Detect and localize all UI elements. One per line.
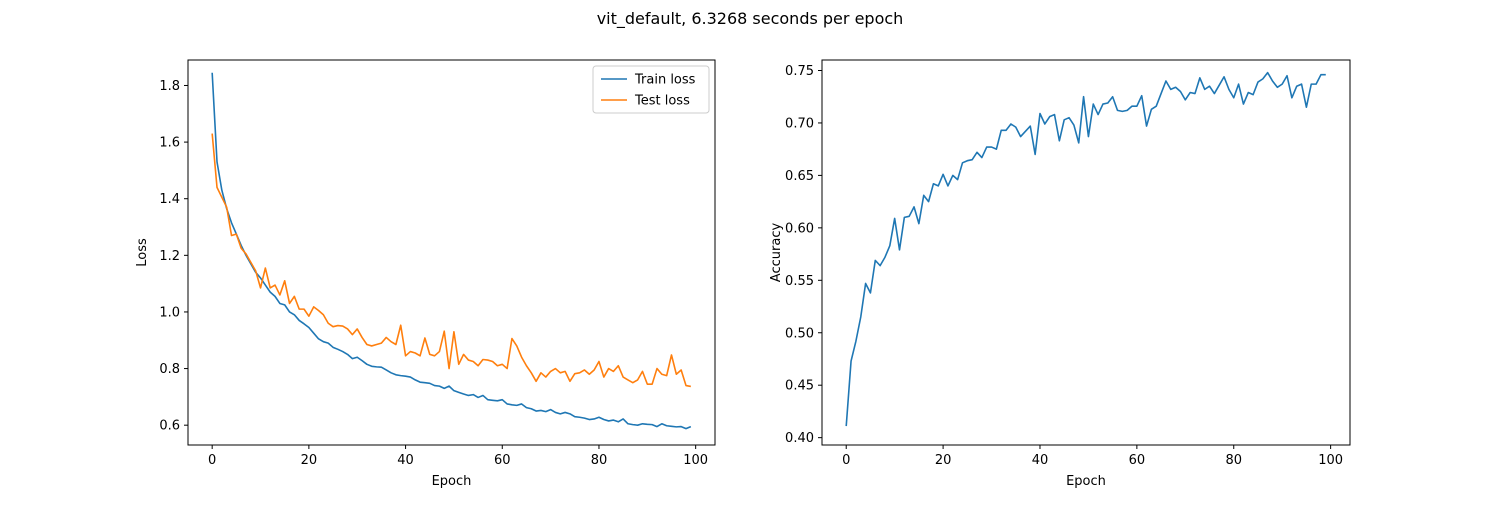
- figure-title: vit_default, 6.3268 seconds per epoch: [597, 9, 904, 29]
- y-tick-label: 0.70: [785, 116, 814, 131]
- y-tick-label: 0.6: [159, 419, 180, 434]
- y-tick-label: 0.8: [159, 362, 180, 377]
- y-tick-label: 0.45: [785, 379, 814, 394]
- plot-frame: [187, 59, 716, 446]
- x-tick-label: 80: [1225, 453, 1242, 468]
- y-tick-label: 0.40: [785, 431, 814, 446]
- x-tick-label: 60: [1129, 453, 1146, 468]
- x-tick-label: 100: [683, 453, 708, 468]
- y-tick-label: 0.75: [785, 64, 814, 79]
- x-tick-label: 0: [208, 453, 216, 468]
- loss-chart: 0 20 40 60 80 100 0.6 0.8 1.0 1.2 1.4 1.6 1.8 Epoch Lo…: [135, 59, 716, 489]
- x-tick-label: 20: [935, 453, 952, 468]
- x-tick-label: 80: [591, 453, 608, 468]
- series-line-test-loss: [211, 133, 691, 388]
- x-tick-label: 60: [494, 453, 511, 468]
- y-tick-label: 1.6: [159, 136, 180, 151]
- series-line-train-loss: [211, 72, 692, 430]
- x-axis-label: Epoch: [1066, 474, 1106, 489]
- y-tick-label: 1.4: [159, 192, 180, 207]
- y-tick-label: 0.60: [785, 221, 814, 236]
- y-tick-label: 1.0: [159, 305, 180, 320]
- legend-label: Test loss: [634, 94, 690, 109]
- y-axis-label: Accuracy: [769, 223, 784, 283]
- y-tick-label: 1.2: [159, 249, 180, 264]
- accuracy-chart: 0 20 40 60 80 100 0.40 0.45 0.50 0.55 0.60 0.65 0.70…: [769, 59, 1351, 489]
- plot-frame: [821, 59, 1351, 446]
- y-tick-label: 0.50: [785, 326, 814, 341]
- y-tick-label: 0.55: [785, 274, 814, 289]
- legend-box: [592, 65, 710, 114]
- x-tick-label: 0: [842, 453, 850, 468]
- y-axis-label: Loss: [135, 238, 150, 267]
- x-tick-label: 100: [1318, 453, 1343, 468]
- x-tick-label: 40: [397, 453, 414, 468]
- y-tick-label: 0.65: [785, 169, 814, 184]
- legend-label: Train loss: [634, 73, 696, 88]
- y-tick-label: 1.8: [159, 79, 180, 94]
- x-tick-label: 20: [301, 453, 318, 468]
- series-line-1-0: [845, 71, 1326, 427]
- x-axis-label: Epoch: [432, 474, 472, 489]
- legend: Train loss Test loss: [592, 65, 710, 114]
- x-tick-label: 40: [1032, 453, 1049, 468]
